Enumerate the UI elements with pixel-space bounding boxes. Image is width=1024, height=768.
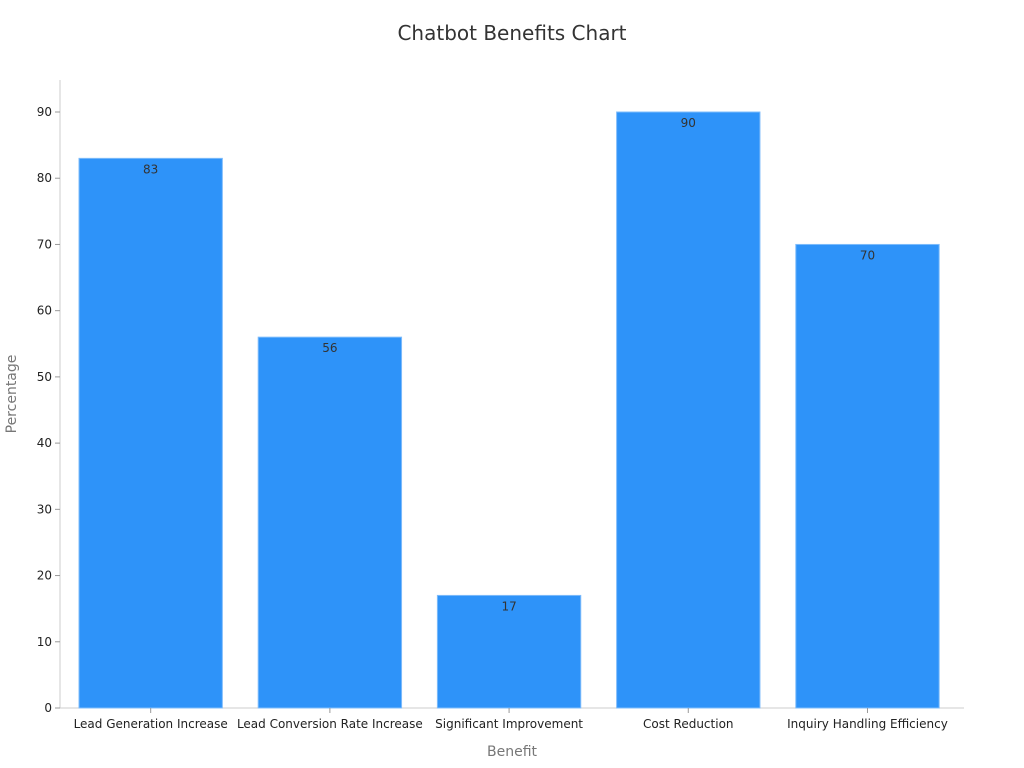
category-labels: Lead Generation Increase Lead Conversion … [74,708,948,731]
bars [78,111,940,709]
category-label-3: Cost Reduction [643,717,733,731]
data-label-2: 17 [501,599,516,613]
chart-title: Chatbot Benefits Chart [397,21,626,45]
data-label-1: 56 [322,341,337,355]
bar-0 [78,157,223,709]
data-label-3: 90 [681,116,696,130]
category-label-0: Lead Generation Increase [74,717,228,731]
bar-3 [616,111,761,709]
category-label-2: Significant Improvement [435,717,583,731]
data-label-0: 83 [143,162,158,176]
y-tick-label-1: 10 [37,635,52,649]
y-tick-label-6: 60 [37,304,52,318]
y-axis-title: Percentage [4,355,20,434]
data-label-4: 70 [860,248,875,262]
y-tick-label-8: 80 [37,171,52,185]
bar-4 [795,243,940,709]
x-axis-title: Benefit [487,744,538,760]
y-tick-label-9: 90 [37,105,52,119]
bar-2 [436,594,582,709]
y-tick-label-7: 70 [37,237,52,251]
y-tick-label-2: 20 [37,569,52,583]
y-ticks: 0 10 20 30 40 50 60 70 80 90 [37,105,60,715]
y-tick-label-0: 0 [44,701,52,715]
y-tick-label-4: 40 [37,436,52,450]
y-tick-label-5: 50 [37,370,52,384]
data-labels: 83 56 17 90 70 [143,116,875,613]
category-label-1: Lead Conversion Rate Increase [237,717,423,731]
bar-1 [257,336,403,709]
y-tick-label-3: 30 [37,502,52,516]
category-label-4: Inquiry Handling Efficiency [787,717,948,731]
